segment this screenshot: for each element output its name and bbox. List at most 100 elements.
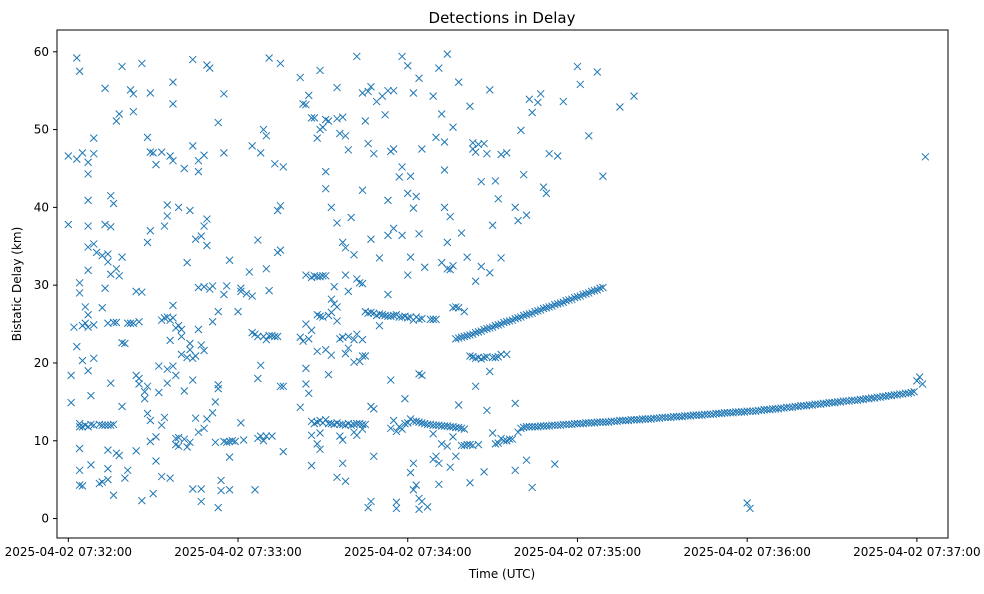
data-point [279, 447, 288, 456]
data-point [146, 89, 155, 97]
data-point [143, 409, 152, 418]
data-point [259, 436, 268, 445]
data-point [273, 332, 282, 341]
data-point [443, 442, 452, 451]
data-point [590, 286, 599, 295]
data-point [338, 459, 347, 468]
data-point [87, 420, 95, 429]
data-point [276, 382, 285, 391]
data-point [163, 201, 172, 209]
data-point [502, 317, 511, 326]
data-point [460, 307, 469, 316]
data-point [211, 438, 220, 447]
data-point [333, 219, 341, 227]
data-point [454, 78, 463, 86]
data-point [84, 310, 92, 319]
data-point [418, 419, 426, 427]
data-point [375, 310, 384, 318]
data-point [669, 412, 678, 421]
data-point [734, 408, 743, 416]
data-point [573, 62, 582, 71]
data-point [64, 220, 73, 229]
data-point [485, 268, 494, 277]
data-point [302, 271, 310, 279]
data-point [333, 303, 341, 311]
data-point [174, 321, 183, 330]
data-point [485, 367, 494, 376]
data-point [471, 277, 480, 286]
data-point [304, 334, 313, 343]
data-point [310, 114, 319, 122]
data-point [84, 170, 92, 178]
data-point [106, 222, 115, 231]
data-point [446, 212, 455, 221]
data-point [542, 189, 551, 198]
data-point [183, 443, 191, 451]
data-point [494, 439, 503, 447]
data-point [304, 91, 313, 100]
data-point [109, 318, 118, 327]
data-point [115, 451, 124, 460]
data-point [191, 414, 200, 423]
data-point [104, 446, 112, 454]
data-point [525, 422, 534, 431]
data-point [268, 432, 276, 440]
data-point [446, 265, 455, 274]
data-point [720, 408, 729, 417]
x-axis-label: Time (UTC) [468, 567, 535, 581]
data-point [330, 282, 339, 291]
data-point [471, 148, 480, 156]
data-point [296, 333, 305, 342]
data-point [451, 303, 460, 311]
data-point [75, 67, 84, 76]
data-point [64, 152, 73, 160]
data-point [573, 419, 582, 428]
data-point [174, 433, 183, 442]
data-point [327, 203, 336, 212]
data-point [528, 483, 537, 492]
data-point [483, 406, 491, 415]
data-point [352, 431, 361, 440]
data-point [132, 447, 141, 455]
data-point [616, 103, 624, 111]
data-point [121, 474, 129, 482]
data-point [599, 418, 607, 426]
data-point [539, 422, 548, 430]
data-point [918, 380, 927, 388]
data-point [466, 352, 474, 360]
data-point [559, 97, 568, 106]
data-point [534, 98, 542, 107]
data-point [171, 434, 180, 443]
data-point [579, 290, 587, 299]
data-point [811, 400, 819, 409]
data-point [587, 287, 596, 296]
data-point [333, 83, 341, 92]
data-point [225, 453, 234, 461]
data-point [409, 485, 418, 494]
data-point [440, 203, 449, 212]
data-point [75, 481, 84, 489]
y-tick-label: 60 [34, 45, 49, 59]
data-point [169, 156, 177, 165]
data-point [474, 327, 483, 336]
data-point [270, 332, 279, 341]
data-point [197, 341, 206, 349]
data-point [262, 432, 271, 440]
data-point [166, 336, 174, 345]
data-point [378, 310, 387, 319]
data-point [87, 391, 95, 400]
data-point [106, 191, 115, 200]
data-point [169, 78, 177, 86]
data-point [186, 345, 194, 354]
data-point [101, 421, 109, 430]
data-point [135, 317, 143, 326]
data-point [618, 416, 627, 425]
data-point [446, 463, 455, 472]
data-point [409, 459, 418, 468]
data-point [262, 131, 271, 140]
data-point [225, 256, 234, 265]
data-point [194, 325, 203, 334]
data-point [169, 301, 177, 310]
data-point [497, 150, 505, 159]
data-point [197, 485, 206, 493]
